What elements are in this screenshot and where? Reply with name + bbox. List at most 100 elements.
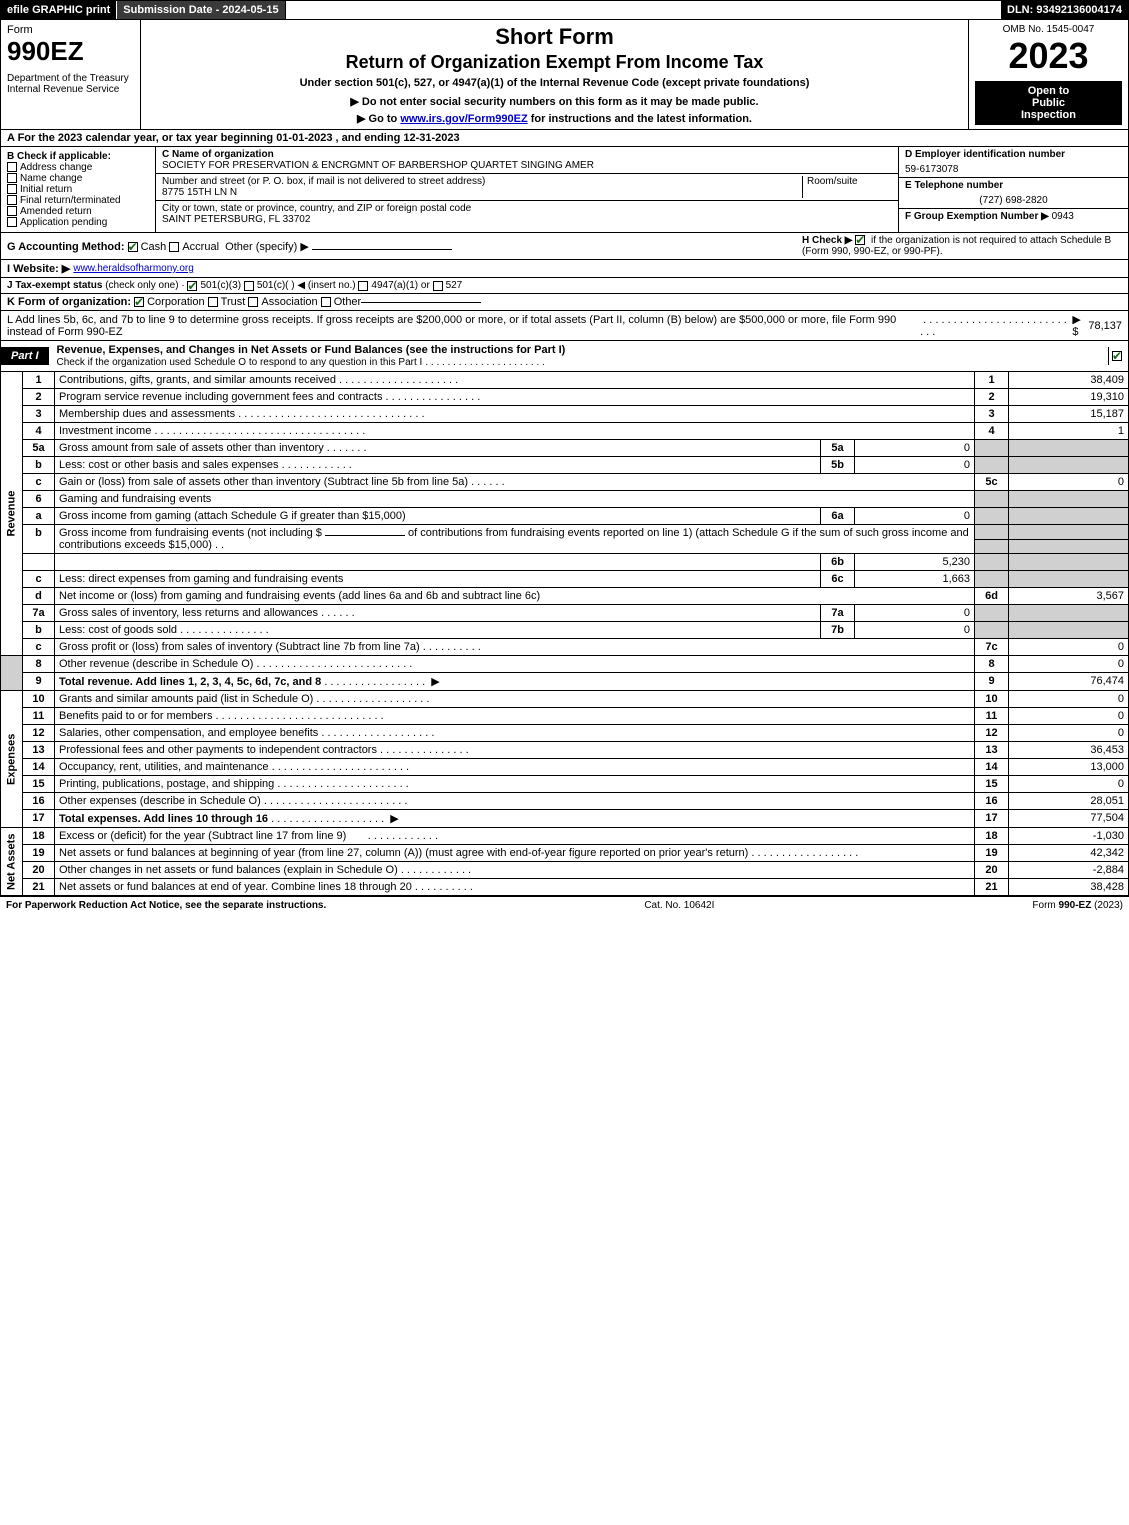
ln8-desc: Other revenue (describe in Schedule O) [59, 658, 253, 670]
ln2-desc: Program service revenue including govern… [59, 391, 382, 403]
top-bar: efile GRAPHIC print Submission Date - 20… [0, 0, 1129, 20]
footer-right-pre: Form [1032, 900, 1058, 911]
part1-header: Part I Revenue, Expenses, and Changes in… [0, 341, 1129, 372]
ein: 59-6173078 [899, 162, 1128, 177]
title-return: Return of Organization Exempt From Incom… [147, 52, 962, 73]
ln7c-n: 7c [975, 639, 1009, 656]
efile-print-button[interactable]: efile GRAPHIC print [1, 1, 117, 19]
org-street: 8775 15TH LN N [162, 187, 237, 198]
phone: (727) 698-2820 [899, 193, 1128, 208]
ln4-v: 1 [1009, 423, 1129, 440]
ln3-n: 3 [975, 406, 1009, 423]
ln18-v: -1,030 [1009, 828, 1129, 845]
ln9-desc: Total revenue. Add lines 1, 2, 3, 4, 5c,… [59, 676, 321, 688]
chk-application-pending[interactable] [7, 217, 17, 227]
open-line2: Public [979, 97, 1118, 109]
ln1-desc: Contributions, gifts, grants, and simila… [59, 374, 336, 386]
ln10-v: 0 [1009, 691, 1129, 708]
side-net-assets: Net Assets [1, 828, 23, 896]
form-number: 990EZ [7, 36, 134, 67]
row-k: K Form of organization: Corporation Trus… [0, 294, 1129, 311]
form-word: Form [7, 24, 134, 36]
ln6c-desc: Less: direct expenses from gaming and fu… [55, 571, 821, 588]
dept-treasury: Department of the Treasury [7, 73, 134, 84]
chk-4947[interactable] [358, 281, 368, 291]
section-def: D Employer identification number 59-6173… [898, 147, 1128, 232]
other-org-field[interactable] [361, 302, 481, 303]
chk-cash[interactable] [128, 242, 138, 252]
ln12-desc: Salaries, other compensation, and employ… [59, 727, 318, 739]
ln9-n: 9 [975, 673, 1009, 691]
org-city: SAINT PETERSBURG, FL 33702 [162, 214, 310, 225]
ln6b-desc1: Gross income from fundraising events (no… [59, 527, 322, 539]
opt-501c3: 501(c)(3) [200, 280, 241, 291]
chk-name-change[interactable] [7, 173, 17, 183]
ln17-v: 77,504 [1009, 810, 1129, 828]
row-gh: G Accounting Method: Cash Accrual Other … [0, 233, 1129, 260]
h-label: H Check ▶ [802, 235, 852, 246]
open-inspection-box: Open to Public Inspection [975, 81, 1122, 125]
other-specify-field[interactable] [312, 249, 452, 250]
ln7a-desc: Gross sales of inventory, less returns a… [59, 607, 318, 619]
ln18-desc: Excess or (deficit) for the year (Subtra… [59, 830, 346, 842]
opt-cash: Cash [141, 241, 167, 253]
part1-check-line: Check if the organization used Schedule … [57, 357, 423, 368]
g-label: G Accounting Method: [7, 241, 125, 253]
chk-h[interactable] [855, 235, 865, 245]
j-sub: (check only one) · [105, 280, 184, 291]
footer-right-form: 990-EZ [1059, 900, 1092, 911]
irs-link[interactable]: www.irs.gov/Form990EZ [400, 113, 527, 125]
d-label: D Employer identification number [899, 147, 1128, 162]
ln14-n: 14 [975, 759, 1009, 776]
opt-initial-return: Initial return [20, 184, 72, 195]
ln11-v: 0 [1009, 708, 1129, 725]
c-street-label: Number and street (or P. O. box, if mail… [162, 176, 485, 187]
chk-trust[interactable] [208, 297, 218, 307]
ln3-desc: Membership dues and assessments [59, 408, 235, 420]
chk-association[interactable] [248, 297, 258, 307]
ln15-v: 0 [1009, 776, 1129, 793]
opt-application-pending: Application pending [20, 217, 107, 228]
ln10-n: 10 [975, 691, 1009, 708]
ln5a-desc: Gross amount from sale of assets other t… [59, 442, 324, 454]
chk-amended-return[interactable] [7, 206, 17, 216]
ln6a-desc: Gross income from gaming (attach Schedul… [55, 508, 821, 525]
ln2-v: 19,310 [1009, 389, 1129, 406]
ln18-n: 18 [975, 828, 1009, 845]
ln17-desc: Total expenses. Add lines 10 through 16 [59, 813, 268, 825]
part1-tab: Part I [1, 347, 49, 365]
ln6b-blank[interactable] [325, 535, 405, 536]
note-ssn: ▶ Do not enter social security numbers o… [147, 95, 962, 108]
chk-initial-return[interactable] [7, 184, 17, 194]
chk-501c[interactable] [244, 281, 254, 291]
website-link[interactable]: www.heraldsofharmony.org [73, 263, 193, 274]
chk-accrual[interactable] [169, 242, 179, 252]
chk-schedule-o[interactable] [1112, 351, 1122, 361]
ln5c-v: 0 [1009, 474, 1129, 491]
note-goto: ▶ Go to www.irs.gov/Form990EZ for instru… [147, 112, 962, 125]
submission-date: Submission Date - 2024-05-15 [117, 1, 285, 19]
chk-527[interactable] [433, 281, 443, 291]
note-goto-pre: ▶ Go to [357, 113, 400, 125]
chk-other-org[interactable] [321, 297, 331, 307]
side-revenue: Revenue [1, 372, 23, 656]
ln1-v: 38,409 [1009, 372, 1129, 389]
opt-corporation: Corporation [147, 296, 204, 308]
chk-501c3[interactable] [187, 281, 197, 291]
section-c: C Name of organization SOCIETY FOR PRESE… [156, 147, 898, 232]
ln6a-sn: 6a [821, 508, 855, 525]
opt-other-specify: Other (specify) ▶ [225, 241, 309, 253]
ln2-n: 2 [975, 389, 1009, 406]
ln6-desc: Gaming and fundraising events [55, 491, 975, 508]
ln11-desc: Benefits paid to or for members [59, 710, 212, 722]
ln8-n: 8 [975, 656, 1009, 673]
chk-final-return[interactable] [7, 195, 17, 205]
ln13-v: 36,453 [1009, 742, 1129, 759]
ln14-v: 13,000 [1009, 759, 1129, 776]
chk-address-change[interactable] [7, 162, 17, 172]
opt-other-org: Other [334, 296, 362, 308]
gross-receipts: 78,137 [1088, 320, 1122, 332]
chk-corporation[interactable] [134, 297, 144, 307]
opt-accrual: Accrual [182, 241, 219, 253]
j-label: J Tax-exempt status [7, 280, 102, 291]
